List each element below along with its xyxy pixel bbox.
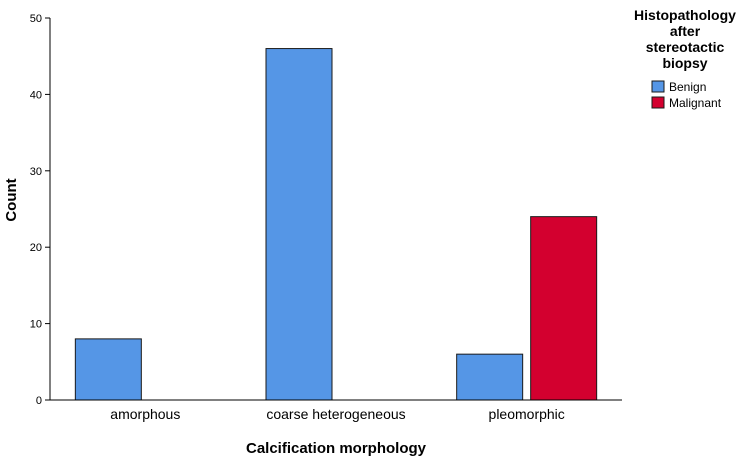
y-tick-label: 20 <box>30 242 42 254</box>
legend-title-line: after <box>670 23 701 39</box>
legend-label-malignant: Malignant <box>669 96 722 110</box>
y-axis-title: Count <box>3 178 20 221</box>
x-axis-title: Calcification morphology <box>246 440 427 457</box>
legend-title-line: Histopathology <box>634 7 736 23</box>
legend-title-line: biopsy <box>662 55 707 71</box>
legend-swatch-benign <box>651 80 665 93</box>
y-tick-label: 40 <box>30 89 42 101</box>
y-tick-label: 50 <box>30 13 42 25</box>
y-tick-label: 0 <box>36 395 42 407</box>
x-tick-label: pleomorphic <box>489 406 565 422</box>
legend-label-benign: Benign <box>669 80 706 94</box>
bar-benign-pleomorphic <box>456 353 524 401</box>
x-tick-label: coarse heterogeneous <box>266 406 405 422</box>
bar-benign-coarse-heterogeneous <box>265 48 333 401</box>
x-tick-label: amorphous <box>110 406 180 422</box>
bars-layer <box>74 48 598 401</box>
y-tick-label: 30 <box>30 166 42 178</box>
x-ticks: amorphous coarse heterogeneous pleomorphic <box>110 406 564 422</box>
y-tick-label: 10 <box>30 319 42 331</box>
legend-title-line: stereotactic <box>646 39 725 55</box>
y-ticks: 0 10 20 30 40 50 <box>30 13 50 407</box>
bar-malignant-pleomorphic <box>530 216 598 401</box>
bar-benign-amorphous <box>74 338 142 401</box>
legend-swatch-malignant <box>651 96 665 109</box>
